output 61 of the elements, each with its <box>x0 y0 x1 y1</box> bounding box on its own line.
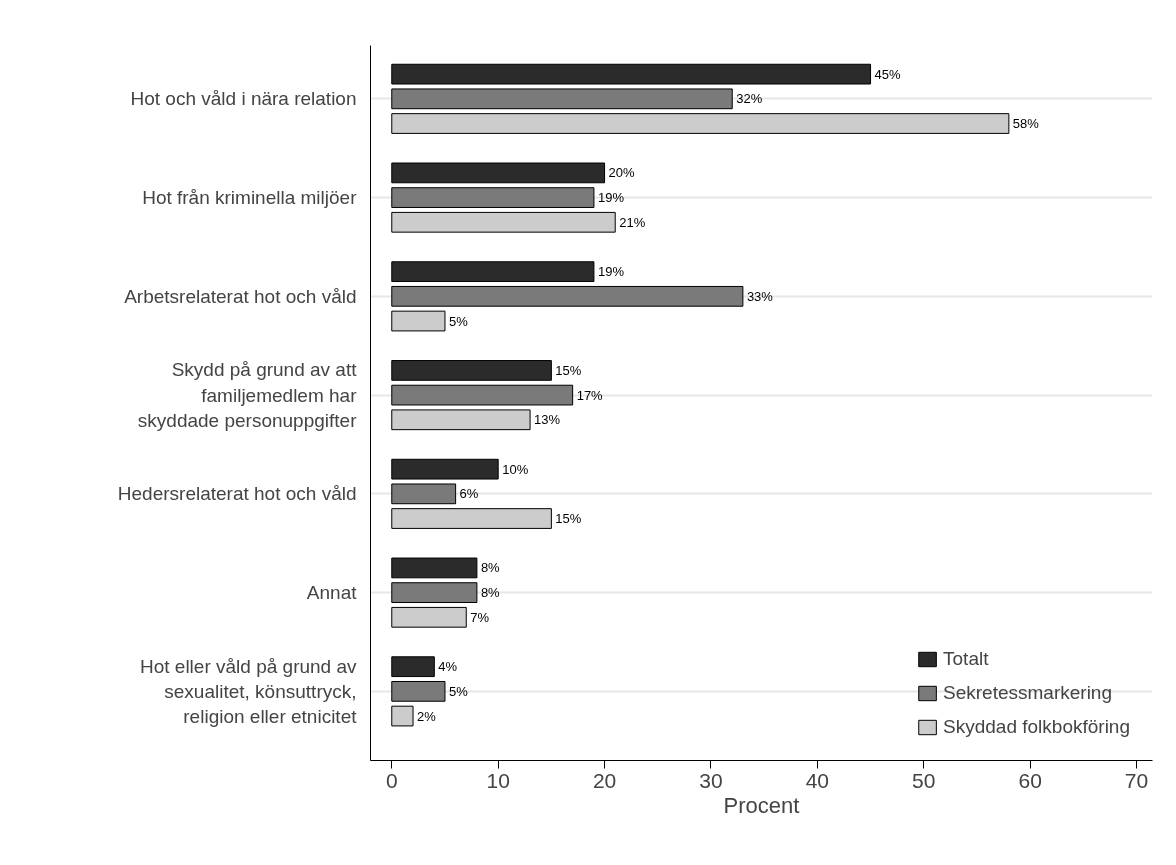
data-label: 45% <box>874 66 902 82</box>
legend-label: Skyddad folkbokföring <box>943 716 1130 738</box>
bar <box>391 187 595 208</box>
data-label: 10% <box>502 461 529 477</box>
bar <box>391 211 616 233</box>
bar <box>391 285 744 307</box>
data-label: 15% <box>555 511 582 527</box>
legend-label: Totalt <box>943 648 989 670</box>
y-tick-label: Hot från kriminella miljöer <box>142 187 358 209</box>
y-tick-label: Hot eller våld på grund av sexualitet, könsuttryck, religion eller etnicitet <box>139 655 358 728</box>
x-tick-label: 40 <box>805 768 830 792</box>
x-tick-label: 10 <box>486 768 510 792</box>
data-label: 13% <box>534 412 561 428</box>
bar <box>391 88 733 110</box>
data-label: 6% <box>459 486 479 502</box>
x-tick-label: 0 <box>385 768 398 792</box>
data-label: 32% <box>736 91 763 107</box>
bar <box>391 656 435 678</box>
data-label: 17% <box>576 387 604 403</box>
data-label: 33% <box>746 288 774 304</box>
data-label: 8% <box>480 560 501 576</box>
data-label: 4% <box>438 659 458 675</box>
data-label: 19% <box>597 190 625 206</box>
data-label: 7% <box>470 609 490 625</box>
bar <box>391 360 552 381</box>
data-label: 2% <box>417 708 437 724</box>
bar <box>391 384 574 406</box>
data-label: 19% <box>597 264 625 280</box>
data-label: 5% <box>448 313 469 329</box>
bar <box>391 261 595 283</box>
x-tick-label: 70 <box>1124 768 1149 792</box>
bar <box>391 557 478 579</box>
data-label: 15% <box>555 362 582 378</box>
bar <box>391 606 467 628</box>
y-tick-label: Skydd på grund av att familjemedlem har skyddade personuppgifter <box>137 359 358 431</box>
bar <box>391 310 446 332</box>
y-tick-label: Hot och våld i nära relation <box>130 88 357 110</box>
bar <box>391 409 531 431</box>
data-label: 21% <box>619 214 646 230</box>
x-tick-label: 50 <box>912 768 936 792</box>
bar <box>391 63 872 85</box>
bar <box>391 705 414 727</box>
data-label: 5% <box>448 683 469 699</box>
legend-label: Sekretessmarkering <box>943 682 1112 704</box>
bar <box>391 458 499 480</box>
bar <box>391 162 606 184</box>
y-tick-label: Annat <box>306 582 358 604</box>
y-tick-label: Hedersrelaterat hot och våld <box>117 483 357 505</box>
y-tick-label: Arbetsrelaterat hot och våld <box>124 285 357 307</box>
data-label: 58% <box>1012 116 1040 132</box>
x-tick-label: 20 <box>592 768 617 792</box>
bar <box>391 582 478 603</box>
x-tick-label: 30 <box>699 768 723 792</box>
bar <box>391 680 446 702</box>
data-label: 8% <box>480 585 501 601</box>
x-tick-label: 60 <box>1018 768 1042 792</box>
bar <box>391 508 552 529</box>
bar <box>391 483 457 505</box>
bar <box>391 113 1010 134</box>
data-label: 20% <box>608 165 636 181</box>
x-axis-title: Procent <box>723 792 800 818</box>
